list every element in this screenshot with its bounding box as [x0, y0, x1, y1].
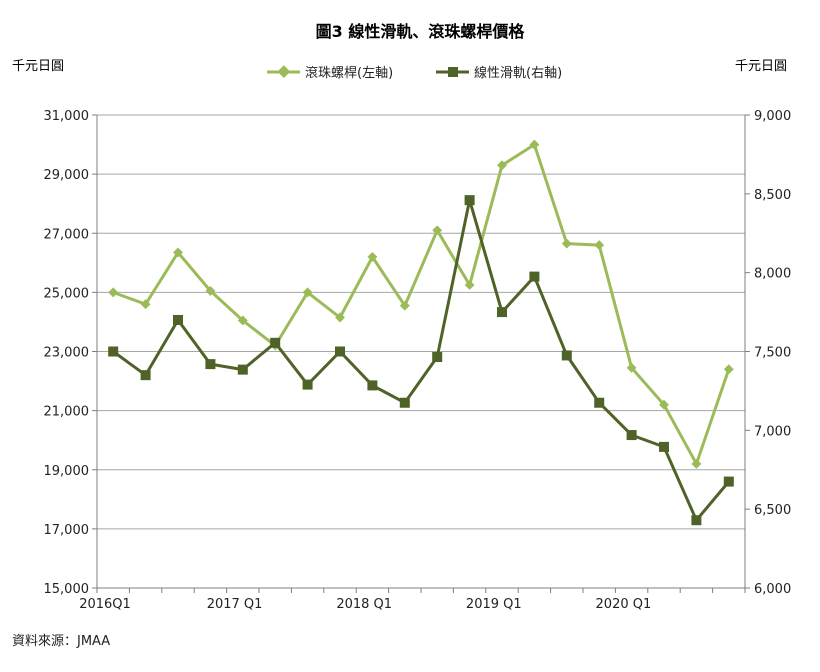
- series-1-point-17: [659, 441, 669, 452]
- legend-marker-ballscrew: [277, 65, 291, 79]
- legend: 滾珠螺桿(左軸) 線性滑軌(右軸): [267, 65, 562, 81]
- series-0-point-0: [108, 287, 119, 298]
- legend-marker-linear-guide: [448, 67, 458, 77]
- series-1-point-3: [205, 359, 216, 370]
- right-tick-label-2: 7,000: [754, 424, 791, 439]
- series-0-point-19: [723, 364, 734, 375]
- gridlines: [97, 114, 745, 530]
- x-tick-label-1: 2017 Q1: [207, 597, 263, 612]
- series-0-point-8: [367, 251, 378, 262]
- series-0-point-1: [140, 299, 151, 310]
- legend-label-ballscrew: 滾珠螺桿(左軸): [305, 66, 393, 81]
- series-0-point-2: [173, 247, 183, 258]
- series-1-point-4: [237, 364, 248, 375]
- left-axis-ticks: 15,000 17,000 19,000 21,000 23,000 25,000 27,0…: [44, 109, 97, 597]
- series-1-point-13: [529, 271, 540, 282]
- series-0-point-15: [594, 240, 605, 251]
- right-tick-label-5: 8,500: [754, 188, 791, 203]
- series-0-point-12: [497, 160, 507, 171]
- x-axis-ticks: 2016Q1 2017 Q1 2018 Q1 2019 Q1 2020 Q1: [79, 588, 746, 612]
- legend-label-linear-guide: 線性滑軌(右軸): [474, 65, 562, 81]
- series-1-point-15: [594, 397, 605, 408]
- series-1-point-12: [497, 307, 507, 318]
- series-1-point-16: [626, 430, 637, 441]
- left-tick-label-3: 21,000: [44, 405, 90, 420]
- series-0-point-13: [529, 139, 540, 150]
- series-0-point-16: [626, 362, 637, 373]
- x-tick-label-2: 2018 Q1: [336, 597, 392, 612]
- series-1-point-10: [432, 352, 443, 363]
- right-tick-label-3: 7,500: [754, 346, 791, 361]
- series-0-point-18: [691, 458, 702, 469]
- series-0-point-11: [464, 280, 475, 290]
- left-tick-label-2: 19,000: [44, 464, 90, 479]
- left-tick-label-4: 23,000: [44, 346, 90, 361]
- series-0-point-4: [237, 315, 248, 326]
- series-0-point-10: [432, 225, 443, 236]
- series-0-point-9: [399, 300, 410, 311]
- series-1-point-19: [723, 476, 734, 487]
- series-0-point-3: [205, 285, 216, 296]
- series-1-point-9: [399, 397, 410, 408]
- left-tick-label-0: 15,000: [44, 582, 90, 597]
- left-tick-label-6: 27,000: [44, 227, 90, 242]
- series-0-point-17: [659, 399, 669, 410]
- right-tick-label-4: 8,000: [754, 267, 791, 282]
- left-tick-label-8: 31,000: [44, 109, 90, 124]
- series-1-point-7: [335, 346, 345, 357]
- left-tick-label-5: 25,000: [44, 286, 90, 301]
- left-axis-unit: 千元日圓: [12, 59, 64, 74]
- series-line-1: [112, 198, 730, 522]
- series-1-point-5: [270, 337, 281, 348]
- chart-title: 圖3 線性滑軌、滾珠螺桿價格: [316, 22, 526, 41]
- x-tick-label-4: 2020 Q1: [596, 597, 652, 612]
- left-tick-label-7: 29,000: [44, 168, 90, 183]
- series-1-point-8: [367, 380, 378, 391]
- series-1-point-18: [691, 515, 702, 526]
- right-tick-label-1: 6,500: [754, 503, 791, 518]
- right-tick-label-0: 6,000: [754, 582, 791, 597]
- series-0-point-6: [302, 287, 313, 298]
- series-1-point-1: [140, 370, 151, 381]
- series-1-point-0: [108, 346, 119, 357]
- source-note: 資料來源：JMAA: [12, 634, 110, 649]
- left-tick-label-1: 17,000: [44, 523, 90, 538]
- x-tick-label-3: 2019 Q1: [466, 597, 522, 612]
- series-layer: [108, 139, 734, 526]
- right-axis-ticks: 6,000 6,500 7,000 7,500 8,000 8,500 9,000: [745, 109, 791, 597]
- right-axis-unit: 千元日圓: [735, 59, 787, 74]
- series-0-point-14: [561, 238, 572, 249]
- series-1-point-11: [464, 195, 475, 206]
- x-tick-label-0: 2016Q1: [79, 597, 131, 612]
- series-1-point-2: [173, 314, 183, 325]
- series-1-point-6: [302, 379, 313, 390]
- series-line-0: [112, 143, 731, 466]
- series-1-point-14: [561, 350, 572, 361]
- right-tick-label-6: 9,000: [754, 109, 791, 124]
- series-0-point-7: [335, 312, 345, 323]
